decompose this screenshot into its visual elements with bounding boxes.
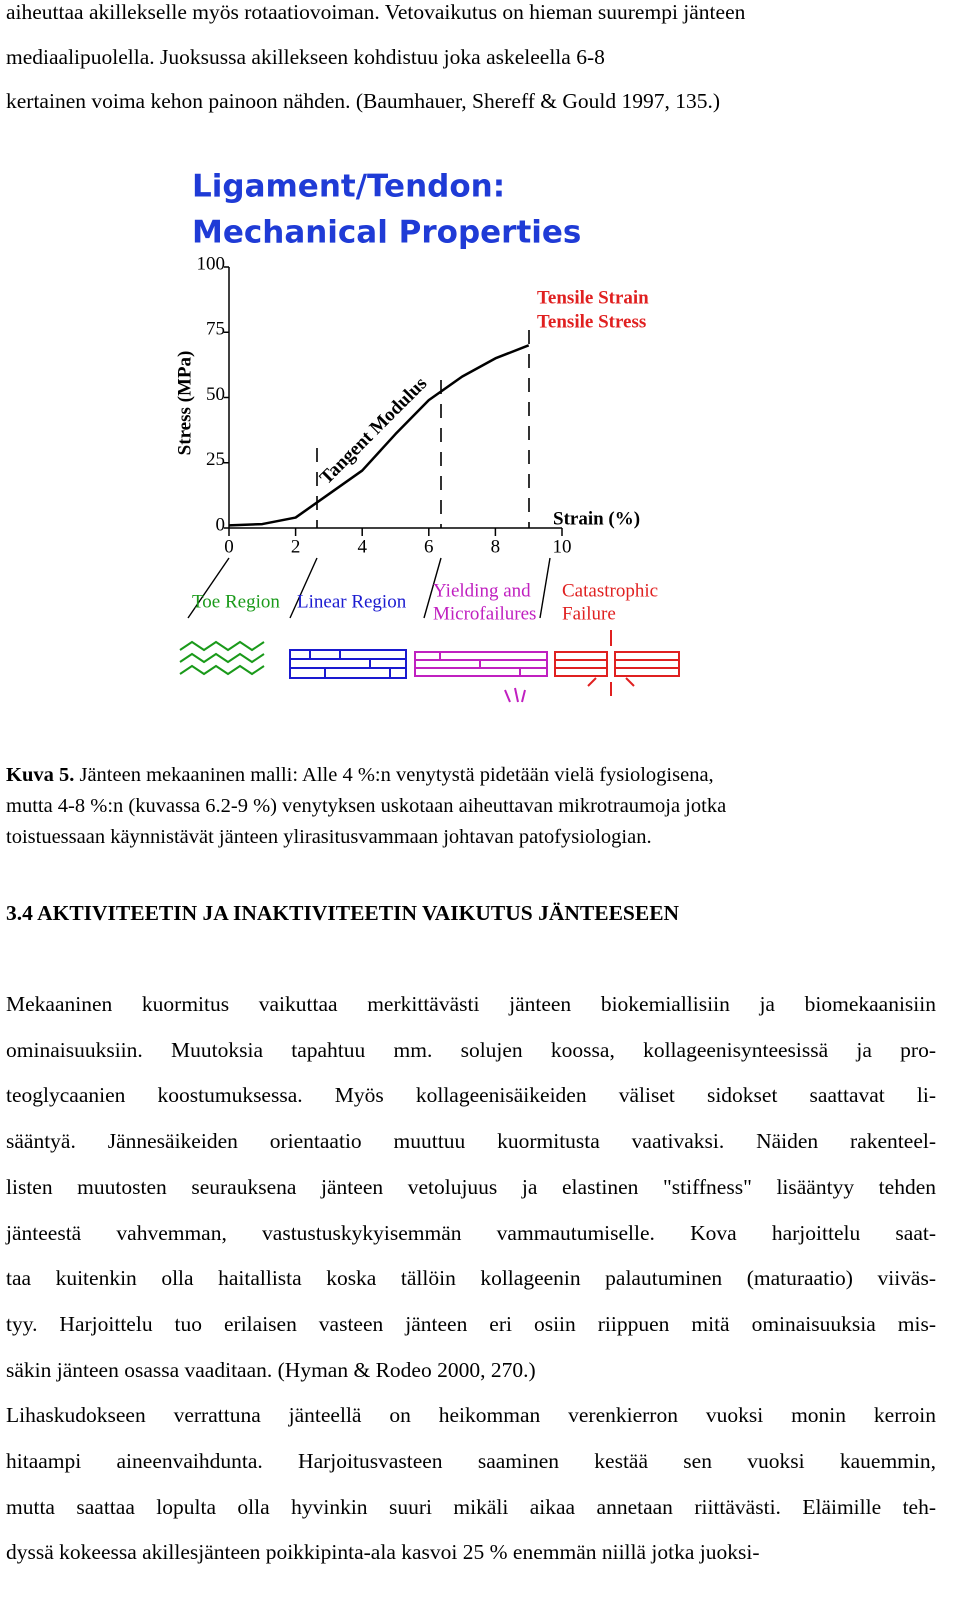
paragraph-line: tyy. Harjoittelu tuo erilaisen vasteen j…: [6, 1311, 936, 1336]
region-label: Yielding and: [433, 580, 531, 601]
paragraph-line: hitaampi aineenvaihdunta. Harjoitusvaste…: [6, 1449, 936, 1473]
region-label: Toe Region: [192, 591, 280, 612]
y-tick-label: 0: [216, 514, 226, 535]
y-tick-label: 25: [206, 449, 225, 470]
caption-line: Kuva 5. Jänteen mekaaninen malli: Alle 4…: [6, 762, 936, 788]
divider: [423, 557, 442, 619]
chart-title: Ligament/Tendon:: [192, 169, 505, 205]
paragraph-line: ominaisuuksiin. Muutoksia tapahtuu mm. s…: [6, 1037, 936, 1062]
x-tick-label: 0: [224, 536, 234, 557]
fibre-icons: [179, 630, 680, 703]
x-tick-label: 4: [357, 536, 367, 557]
paragraph-line: Mekaaninen kuormitus vaikuttaa merkittäv…: [6, 992, 936, 1016]
region-boundaries: [316, 330, 530, 528]
divider: [187, 557, 230, 619]
intro-line: kertainen voima kehon painoon nähden. (B…: [6, 89, 721, 113]
section-heading: 3.4 AKTIVITEETIN JA INAKTIVITEETIN VAIKU…: [6, 901, 680, 925]
paragraph-line: dyssä kokeessa akillesjänteen poikkipint…: [6, 1540, 760, 1565]
y-axis-label: Stress (MPa): [174, 351, 195, 456]
caption-label: Kuva 5.: [6, 764, 75, 786]
x-tick-label: 8: [491, 536, 501, 557]
paragraph-line: säkin jänteen osassa vaaditaan. (Hyman &…: [6, 1357, 536, 1382]
region-label: Catastrophic: [562, 580, 658, 601]
y-tick-label: 100: [197, 253, 226, 274]
caption-line: toistuessaan käynnistävät jänteen yliras…: [6, 826, 652, 848]
paragraph-line: taa kuitenkin olla haitallista koska täl…: [6, 1266, 936, 1291]
curve-label: Tangent Modulus: [316, 373, 432, 489]
figure: Ligament/Tendon:Mechanical Properties025…: [174, 169, 680, 703]
intro-line: aiheuttaa akillekselle myös rotaatiovoim…: [6, 0, 746, 24]
caption-text: Jänteen mekaaninen malli: Alle 4 %:n ven…: [74, 764, 714, 786]
y-tick-label: 75: [206, 319, 225, 340]
chart-title: Mechanical Properties: [192, 215, 581, 251]
divider: [289, 557, 318, 619]
toe-icon: [179, 640, 265, 676]
x-axis-label: Strain (%): [553, 508, 640, 529]
paragraph-line: listen muutosten seurauksena jänteen vet…: [6, 1174, 936, 1199]
caption-line: mutta 4-8 %:n (kuvassa 6.2-9 %) venytyks…: [6, 795, 727, 817]
y-tick-label: 50: [206, 384, 225, 405]
annotation: Tensile Strain: [537, 287, 649, 308]
x-tick-label: 6: [424, 536, 434, 557]
paragraph-line: mutta saattaa lopulta olla hyvinkin suur…: [6, 1494, 936, 1519]
annotation: Tensile Stress: [537, 311, 646, 332]
linear-icon: [289, 649, 407, 679]
x-tick-label: 2: [291, 536, 301, 557]
region-label: Microfailures: [433, 603, 536, 624]
intro-line: mediaalipuolella. Juoksussa akillekseen …: [6, 44, 605, 69]
region-label: Linear Region: [297, 591, 407, 612]
divider: [539, 557, 551, 619]
region-label: Failure: [562, 603, 616, 624]
paragraph-line: teoglycaanien koostumuksessa. Myös kolla…: [6, 1083, 936, 1108]
yield-icon: [414, 651, 548, 703]
paragraph-line: jänteestä vahvemman, vastustuskykyisemmä…: [6, 1220, 936, 1245]
region-dividers: [187, 557, 551, 619]
stress-strain-curve: [228, 344, 530, 527]
x-tick-label: 10: [553, 536, 572, 557]
paragraph-line: Lihaskudokseen verrattuna jänteellä on h…: [6, 1403, 936, 1428]
failure-icon: [554, 630, 680, 696]
paragraph-line: sääntyä. Jännesäikeiden orientaatio muut…: [6, 1129, 936, 1154]
